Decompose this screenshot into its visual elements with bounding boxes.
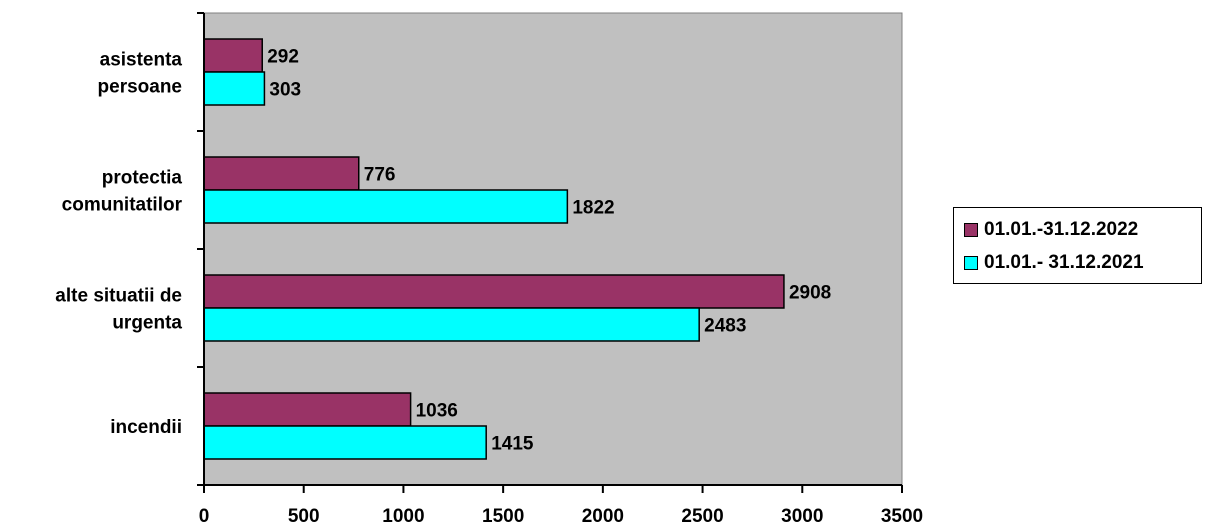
bar-2021-0 (203, 71, 266, 106)
data-label: 303 (269, 80, 301, 101)
legend-item-2021: 01.01.- 31.12.2021 (964, 251, 1144, 275)
bar-2021-1 (203, 189, 569, 224)
data-label: 2908 (789, 283, 831, 304)
data-label: 2483 (704, 316, 746, 337)
category-label: protectia (102, 168, 183, 189)
bar-2021-3 (203, 425, 487, 460)
data-label: 1036 (416, 401, 458, 422)
legend-label-2022: 01.01.-31.12.2022 (984, 219, 1139, 240)
category-label: comunitatilor (62, 195, 183, 216)
x-tick-label: 500 (288, 506, 320, 527)
bars-group (203, 38, 785, 460)
bar-2022-2 (203, 274, 785, 309)
x-tick-label: 0 (199, 506, 210, 527)
legend-swatch-2022 (964, 223, 978, 237)
axes-group (197, 12, 903, 493)
x-tick-label: 2500 (681, 506, 723, 527)
data-label: 1822 (572, 198, 614, 219)
data-label: 776 (364, 165, 396, 186)
legend: 01.01.-31.12.2022 01.01.- 31.12.2021 (953, 207, 1202, 284)
category-label: incendii (110, 417, 182, 438)
category-label: persoane (98, 77, 182, 98)
bar-2022-1 (203, 156, 360, 191)
data-label: 1415 (491, 434, 534, 455)
bar-2021-2 (203, 307, 700, 342)
x-tick-label: 2000 (582, 506, 624, 527)
legend-item-2022: 01.01.-31.12.2022 (964, 218, 1138, 242)
x-tick-label: 1000 (382, 506, 424, 527)
bar-2022-3 (203, 392, 412, 427)
x-tick-label: 3000 (781, 506, 823, 527)
bar-2022-0 (203, 38, 263, 73)
x-tick-label: 1500 (482, 506, 524, 527)
category-label: alte situatii de (55, 286, 182, 307)
category-label: urgenta (112, 313, 182, 334)
x-tick-label: 3500 (881, 506, 923, 527)
legend-label-2021: 01.01.- 31.12.2021 (984, 252, 1144, 273)
legend-swatch-2021 (964, 256, 978, 270)
data-label: 292 (267, 47, 299, 68)
category-label: asistenta (100, 50, 183, 71)
labels-group: 292 303 asistenta persoane 776 1822 protectia c… (55, 47, 923, 528)
